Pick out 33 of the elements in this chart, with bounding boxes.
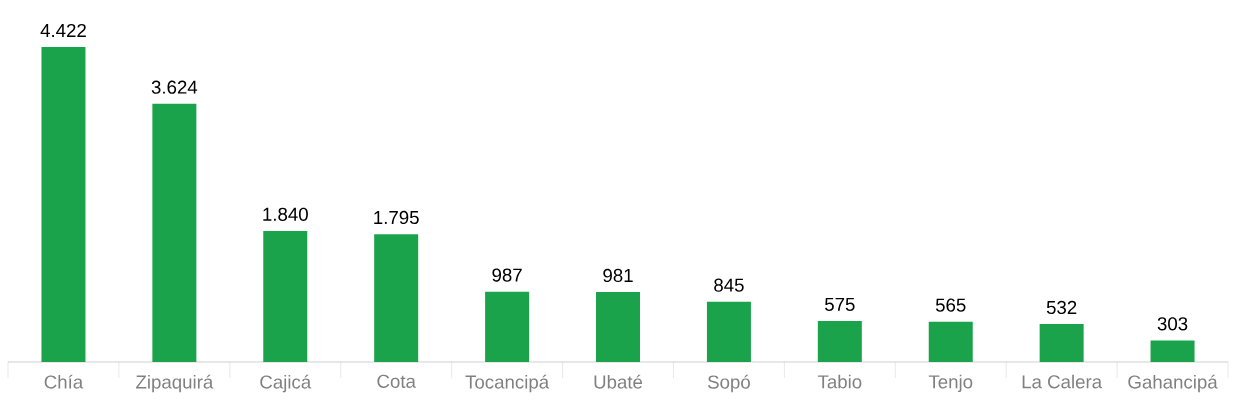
x-tick-label: Ubaté bbox=[594, 374, 643, 389]
data-label: 303 bbox=[1157, 317, 1188, 331]
bar bbox=[706, 301, 751, 362]
data-label: 565 bbox=[935, 298, 966, 312]
data-label: 845 bbox=[714, 278, 744, 292]
x-tick-label: Cota bbox=[377, 374, 416, 388]
x-tick-label: Sopó bbox=[707, 374, 750, 393]
bar bbox=[152, 103, 197, 362]
data-label: 1.840 bbox=[263, 207, 308, 221]
x-tick-label: La Calera bbox=[1022, 374, 1103, 389]
x-tick-label: Zipaquirá bbox=[136, 374, 214, 393]
data-label: 4.422 bbox=[40, 23, 86, 37]
data-label: 532 bbox=[1046, 300, 1077, 315]
x-tick-label: Gahancipá bbox=[1128, 374, 1218, 393]
data-label: 3.624 bbox=[151, 80, 198, 94]
x-tick-label: Cajicá bbox=[260, 374, 312, 393]
x-tick-label: Tenjo bbox=[928, 374, 973, 393]
data-label: 987 bbox=[492, 268, 522, 282]
bar bbox=[263, 230, 308, 362]
x-tick-label: Tabio bbox=[817, 374, 862, 389]
x-tick-label: Chía bbox=[44, 374, 84, 389]
data-label: 1.795 bbox=[374, 210, 419, 225]
bar bbox=[41, 47, 86, 362]
bar bbox=[1039, 324, 1084, 362]
bar bbox=[485, 291, 530, 362]
bar bbox=[817, 321, 862, 362]
bar bbox=[1150, 340, 1195, 362]
x-tick-label: Tocancipá bbox=[465, 374, 550, 393]
bar bbox=[596, 292, 641, 362]
bar bbox=[928, 321, 973, 362]
data-label: 575 bbox=[825, 297, 855, 311]
data-label: 981 bbox=[603, 268, 633, 283]
bar bbox=[374, 234, 419, 362]
